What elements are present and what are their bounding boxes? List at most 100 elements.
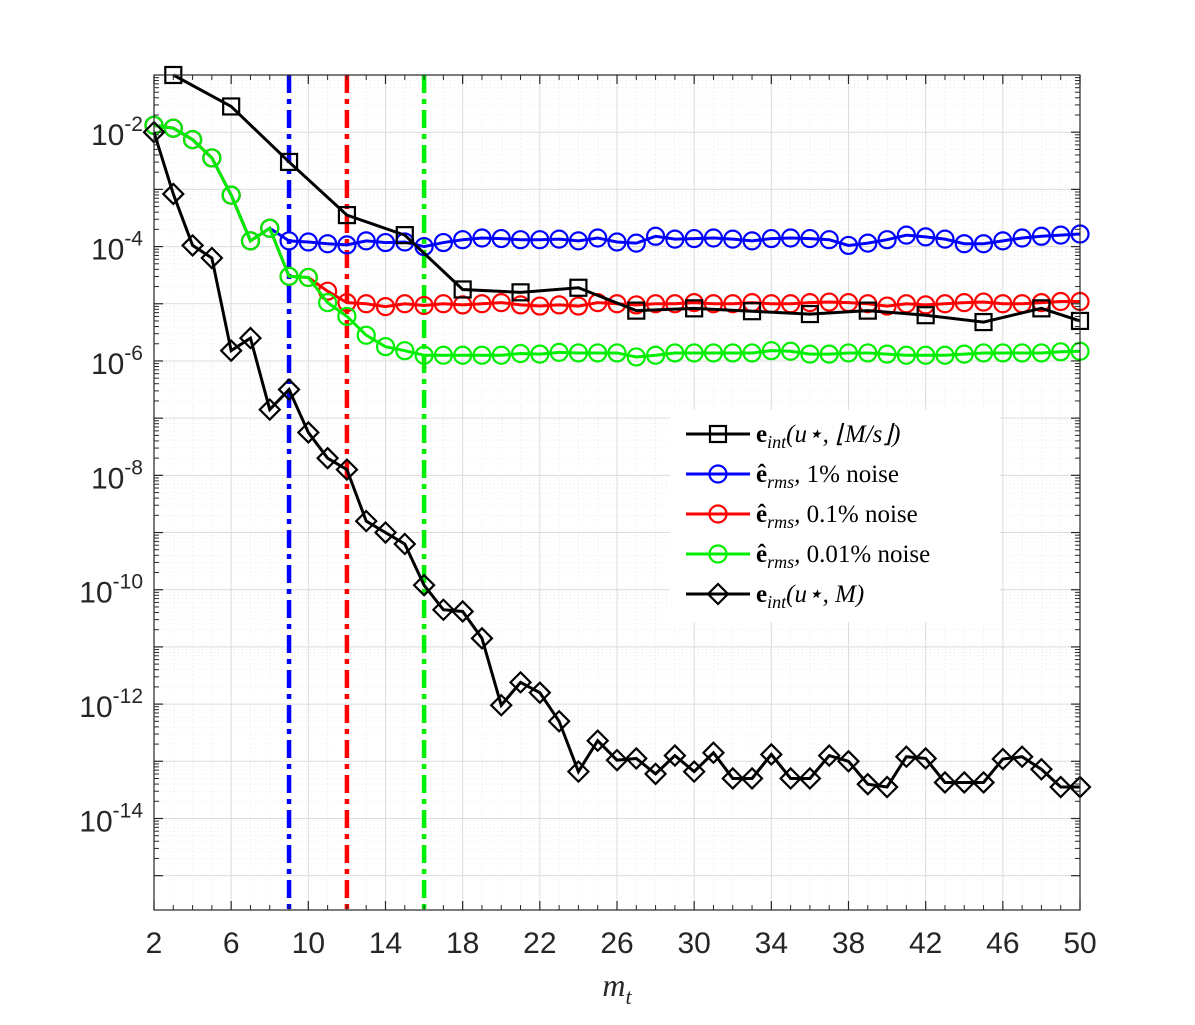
data-point [222, 97, 241, 116]
data-point [663, 744, 687, 768]
legend-label: êrms, 0.1% noise [756, 501, 918, 532]
data-point [933, 770, 957, 795]
data-point [318, 293, 338, 313]
data-point [433, 232, 453, 253]
legend-swatch-marker [708, 504, 728, 524]
series-line [152, 131, 1080, 789]
data-point [914, 746, 938, 770]
x-axis-title: mt [602, 967, 632, 1009]
series-layer [142, 65, 1092, 799]
data-point [1049, 775, 1073, 799]
data-point [742, 302, 762, 321]
data-point [916, 227, 936, 247]
data-point [954, 234, 974, 254]
data-point [491, 345, 511, 365]
legend-label: eint(u⋆, ⌊M/s⌋) [756, 421, 900, 452]
data-point [682, 760, 706, 784]
data-point [510, 295, 531, 315]
axis-ticks [153, 75, 1081, 910]
data-point [354, 509, 378, 533]
data-point [1031, 226, 1052, 246]
data-point [894, 745, 918, 769]
x-axis-title-main: m [602, 967, 625, 1003]
x-axis-title-sub: t [625, 984, 632, 1009]
data-point [684, 343, 704, 363]
data-point [954, 344, 974, 364]
data-point [819, 230, 839, 250]
data-point [973, 343, 994, 363]
data-point [703, 294, 724, 314]
data-point [472, 228, 492, 248]
data-point [605, 748, 629, 772]
data-point [761, 228, 781, 249]
data-point [973, 292, 994, 312]
y-tick-label: 10-14 [79, 799, 143, 838]
data-point [781, 341, 801, 361]
data-point [742, 231, 762, 251]
legend-subscript: int [767, 432, 787, 452]
data-point [1012, 228, 1032, 248]
legend-symbol: ê [756, 541, 767, 568]
y-tick-label: 10-10 [79, 571, 143, 610]
data-point [491, 228, 511, 249]
data-point [549, 342, 569, 362]
data-point [566, 760, 590, 784]
data-point [414, 295, 434, 316]
y-tick-exponent: -12 [113, 685, 143, 708]
x-tick-label: 18 [446, 927, 479, 960]
data-point [1051, 342, 1071, 362]
data-point [1051, 291, 1071, 312]
data-point [337, 306, 357, 326]
x-tick-label: 2 [146, 927, 163, 960]
x-tick-label: 26 [600, 927, 633, 960]
data-point [472, 345, 492, 365]
data-point [645, 345, 666, 365]
data-point [624, 746, 648, 770]
data-point [549, 295, 569, 315]
x-tick-label: 50 [1063, 927, 1096, 960]
data-point [163, 118, 183, 138]
data-point [761, 341, 781, 361]
data-point [877, 344, 897, 364]
data-point [896, 225, 916, 245]
legend-subscript: rms [767, 512, 794, 532]
data-point [453, 230, 473, 250]
data-point [200, 246, 224, 270]
data-point [510, 230, 531, 250]
data-point [491, 293, 511, 313]
x-tick-labels: 2 6 10 14 18 22 26 30 34 38 42 46 50 [146, 927, 1097, 960]
data-point [858, 343, 878, 363]
y-tick-base: 10 [79, 691, 112, 724]
y-tick-exponent: -2 [124, 113, 143, 136]
data-point [1029, 757, 1053, 781]
data-point [993, 231, 1013, 251]
x-tick-label: 38 [832, 927, 865, 960]
y-tick-base: 10 [91, 348, 124, 381]
x-tick-label: 10 [292, 927, 325, 960]
data-point [742, 343, 762, 363]
data-point [182, 130, 203, 150]
legend-args: , [794, 501, 800, 528]
legend-suffix: 1% noise [800, 461, 899, 488]
data-point [819, 292, 839, 312]
data-point [607, 232, 627, 252]
data-point [395, 294, 415, 314]
data-point [510, 343, 531, 364]
data-point [819, 344, 839, 364]
y-tick-base: 10 [91, 462, 124, 495]
data-point [202, 148, 222, 168]
data-point [684, 228, 704, 249]
legend-subscript: rms [767, 472, 794, 492]
legend-args: , [794, 541, 800, 568]
y-tick-exponent: -10 [113, 571, 143, 594]
legend-args: (u⋆, M) [786, 581, 864, 608]
data-point [916, 345, 936, 365]
data-point [530, 344, 550, 364]
data-point [856, 772, 880, 796]
series-line [153, 123, 1081, 359]
data-point [877, 296, 897, 316]
data-point [586, 729, 610, 753]
data-point [588, 343, 608, 363]
